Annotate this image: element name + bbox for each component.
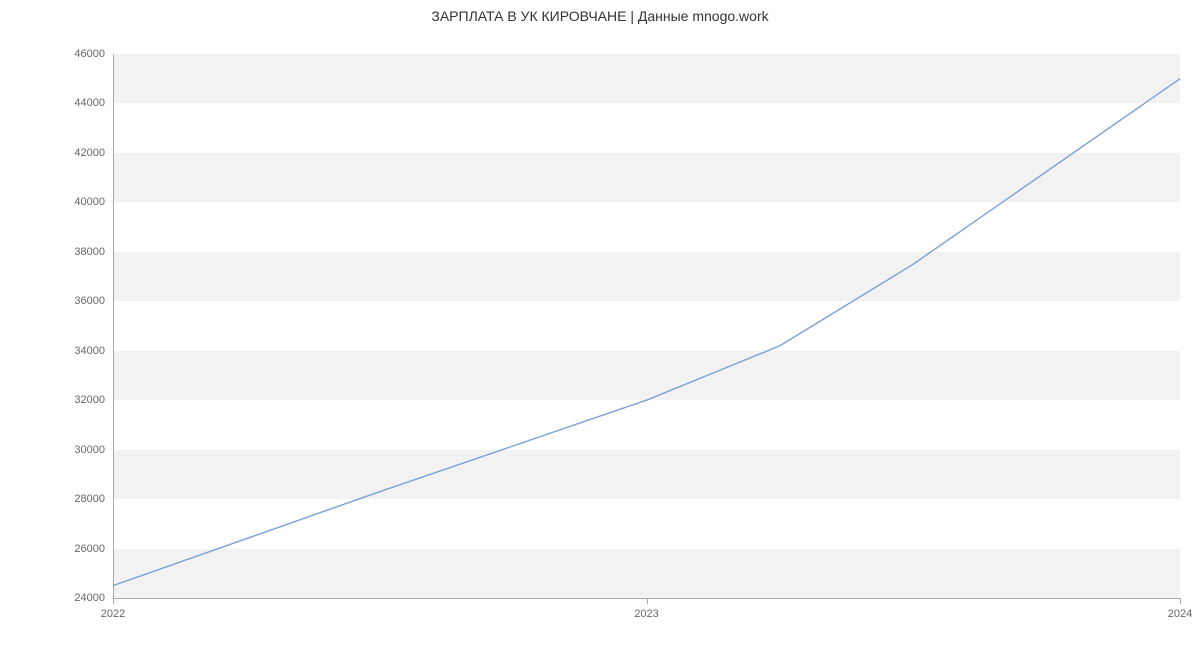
y-tick-label: 40000 [74,196,105,208]
x-tick-label: 2024 [1168,608,1192,620]
y-tick-label: 34000 [74,345,105,357]
x-tick-mark [1180,598,1181,604]
x-tick-label: 2022 [101,608,125,620]
series-layer [113,54,1180,598]
y-tick-label: 42000 [74,147,105,159]
x-tick-mark [647,598,648,604]
y-tick-label: 24000 [74,592,105,604]
plot-area: 2400026000280003000032000340003600038000… [113,54,1180,598]
y-tick-label: 32000 [74,394,105,406]
chart-title: ЗАРПЛАТА В УК КИРОВЧАНЕ | Данные mnogo.w… [0,8,1200,24]
y-tick-label: 28000 [74,493,105,505]
y-tick-label: 38000 [74,246,105,258]
series-line-salary [113,79,1180,586]
y-tick-label: 36000 [74,295,105,307]
x-tick-label: 2023 [634,608,658,620]
y-tick-label: 46000 [74,48,105,60]
y-tick-label: 30000 [74,444,105,456]
y-tick-label: 44000 [74,97,105,109]
y-tick-label: 26000 [74,543,105,555]
x-tick-mark [113,598,114,604]
